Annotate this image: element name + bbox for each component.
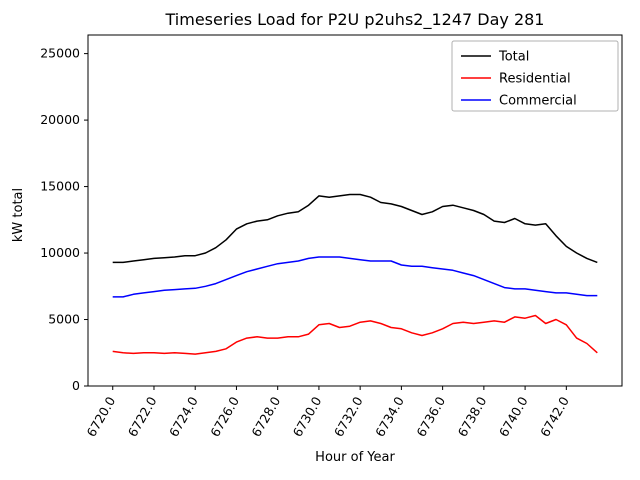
y-tick-label: 0 (72, 378, 80, 393)
y-tick-label: 15000 (40, 179, 80, 194)
y-tick-label: 5000 (48, 312, 80, 327)
x-axis-label: Hour of Year (315, 450, 395, 465)
x-tick-label: 6742.0 (537, 394, 572, 439)
x-tick-label: 6740.0 (496, 394, 531, 439)
series-line-commercial (112, 256, 598, 298)
x-tick-label: 6722.0 (125, 394, 160, 439)
legend-label-residential: Residential (499, 72, 571, 87)
legend: Total Residential Commercial (451, 40, 619, 112)
legend-box (451, 40, 619, 112)
x-tick-label: 6736.0 (413, 394, 448, 439)
y-tick-label: 25000 (40, 46, 80, 61)
series-line-residential (112, 314, 598, 355)
legend-label-commercial: Commercial (499, 94, 577, 109)
chart-title: Timeseries Load for P2U p2uhs2_1247 Day … (165, 10, 545, 30)
x-tick-label: 6724.0 (166, 394, 201, 439)
x-tick-label: 6728.0 (248, 394, 283, 439)
series-layer (112, 193, 598, 355)
plot-spines (87, 34, 623, 387)
x-tick-label: 6738.0 (455, 394, 490, 439)
x-tick-label: 6730.0 (290, 394, 325, 439)
legend-label-total: Total (498, 50, 529, 65)
series-line-total (112, 193, 598, 264)
y-axis-label: kW total (11, 188, 26, 242)
x-tick-label: 6732.0 (331, 394, 366, 439)
x-tick-label: 6726.0 (207, 394, 242, 439)
x-tick-label: 6720.0 (83, 394, 118, 439)
y-tick-label: 20000 (40, 112, 80, 127)
x-tick-label: 6734.0 (372, 394, 407, 439)
y-tick-label: 10000 (40, 245, 80, 260)
